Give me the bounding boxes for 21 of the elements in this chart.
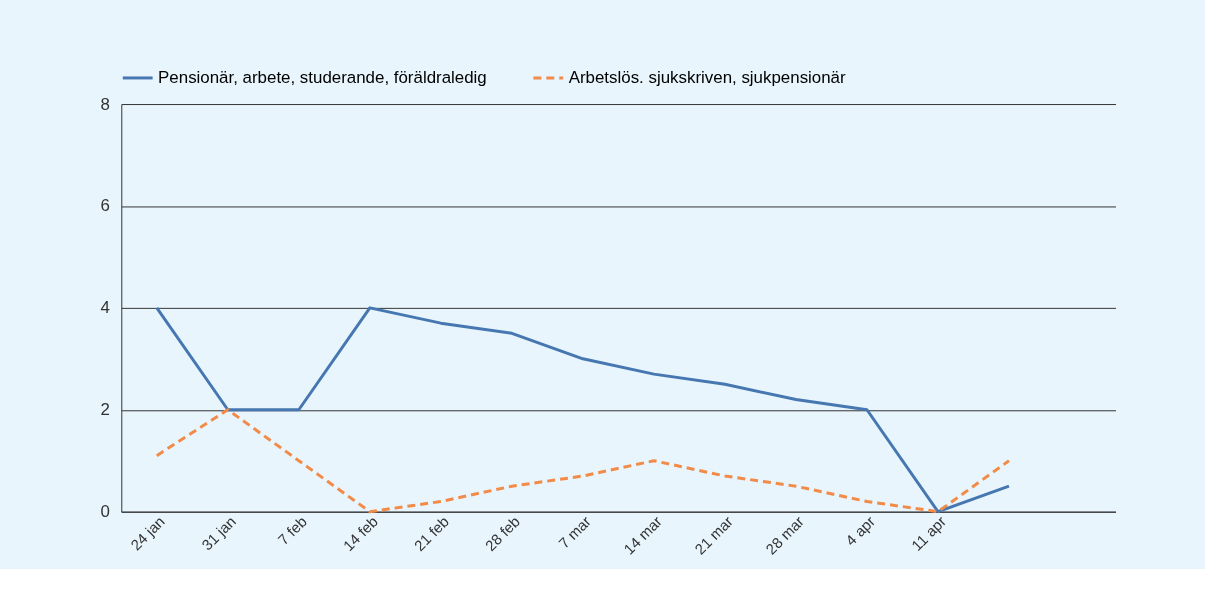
y-tick-label: 6	[100, 196, 110, 216]
line-series	[155, 408, 1011, 514]
y-tick-label: 0	[100, 502, 110, 522]
x-tick-label: 21 feb	[411, 513, 452, 555]
y-tick-label: 2	[100, 400, 110, 420]
y-tick-label: 8	[100, 94, 110, 114]
x-tick-label: 21 mar	[691, 513, 736, 558]
x-tick-label: 14 mar	[620, 513, 665, 558]
x-tick-label: 7 feb	[275, 513, 310, 549]
line-series	[155, 306, 1011, 514]
y-tick-label: 4	[100, 298, 110, 318]
legend-label: Pensionär, arbete, studerande, föräldraledig	[158, 67, 487, 87]
x-tick-label: 28 mar	[762, 513, 808, 558]
x-tick-label: 4 apr	[842, 513, 879, 549]
legend-label: Arbetslös. sjukskriven, sjukpensionär	[568, 67, 847, 87]
x-tick-label: 24 jan	[127, 513, 168, 554]
x-tick-label: 14 feb	[340, 513, 381, 555]
x-tick-label: 31 jan	[198, 513, 239, 554]
x-tick-label: 28 feb	[482, 513, 523, 555]
x-tick-label: 11 apr	[908, 513, 950, 554]
x-tick-label: 7 mar	[555, 513, 594, 552]
